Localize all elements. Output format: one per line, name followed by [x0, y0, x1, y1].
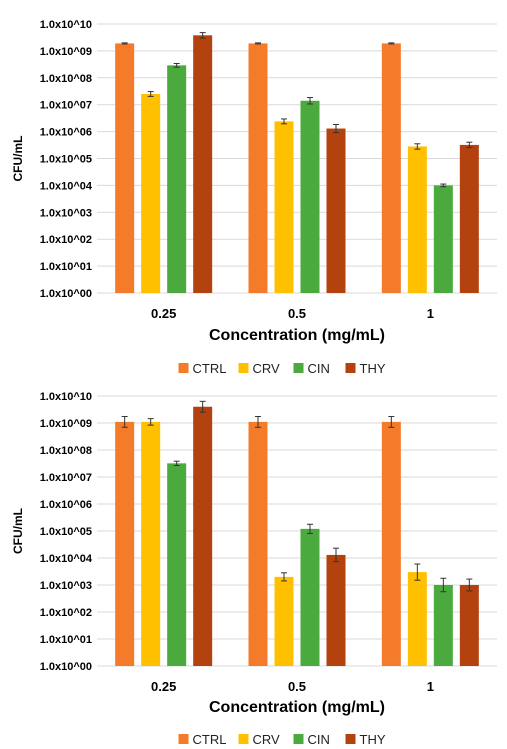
y-tick-label: 1.0x10^08: [40, 73, 92, 85]
legend-swatch-cin: [293, 363, 304, 373]
bar-ctrl-0.25: [115, 43, 135, 294]
bar-crv-0.5: [274, 576, 294, 666]
legend-label-ctrl: CTRL: [193, 361, 227, 376]
bar-crv-0.5: [274, 121, 294, 293]
y-tick-label: 1.0x10^06: [40, 127, 92, 139]
bar-cin-1: [433, 185, 453, 293]
x-category-label: 1: [427, 679, 434, 694]
bar-ctrl-0.5: [248, 421, 268, 666]
bar-crv-1: [407, 146, 427, 293]
legend-swatch-cin: [293, 734, 304, 744]
x-category-label: 0.5: [288, 306, 306, 321]
y-axis-title: CFU/mL: [11, 508, 25, 554]
y-tick-label: 1.0x10^02: [40, 234, 92, 246]
bar-cin-0.5: [300, 528, 320, 666]
y-tick-label: 1.0x10^05: [40, 526, 92, 538]
x-category-label: 1: [427, 306, 434, 321]
legend-swatch-ctrl: [178, 363, 189, 373]
y-tick-label: 1.0x10^10: [40, 19, 92, 31]
y-tick-label: 1.0x10^10: [40, 391, 92, 403]
bar-thy-0.5: [326, 554, 346, 666]
y-tick-label: 1.0x10^04: [40, 180, 93, 192]
bar-thy-1: [459, 585, 479, 666]
bar-thy-0.25: [193, 406, 213, 666]
legend-swatch-thy: [345, 734, 356, 744]
legend-swatch-thy: [345, 363, 356, 373]
y-tick-label: 1.0x10^09: [40, 46, 92, 58]
legend-label-crv: CRV: [253, 361, 281, 376]
bar-thy-0.25: [193, 35, 213, 293]
legend-swatch-crv: [238, 734, 249, 744]
bar-cin-1: [433, 585, 453, 666]
y-tick-label: 1.0x10^06: [40, 499, 92, 511]
legend-swatch-crv: [238, 363, 249, 373]
legend-label-crv: CRV: [253, 732, 281, 747]
legend-label-thy: THY: [360, 732, 386, 747]
bar-cin-0.25: [167, 463, 187, 666]
x-category-label: 0.25: [151, 306, 176, 321]
y-tick-label: 1.0x10^00: [40, 288, 92, 300]
bar-ctrl-0.25: [115, 421, 135, 666]
chart-2: 1.0x10^00 1.0x10^01 1.0x10^02 1.0x10^03 1.0x…: [11, 391, 497, 747]
bar-crv-1: [407, 572, 427, 666]
y-tick-label: 1.0x10^05: [40, 154, 92, 166]
y-tick-label: 1.0x10^04: [40, 553, 93, 565]
bar-crv-0.25: [141, 93, 161, 293]
bar-ctrl-1: [381, 421, 401, 666]
bar-cin-0.5: [300, 100, 320, 293]
x-category-label: 0.25: [151, 679, 176, 694]
y-tick-label: 1.0x10^07: [40, 472, 92, 484]
y-tick-label: 1.0x10^07: [40, 100, 92, 112]
legend-label-cin: CIN: [308, 732, 330, 747]
y-tick-label: 1.0x10^03: [40, 207, 92, 219]
x-category-label: 0.5: [288, 679, 306, 694]
legend-label-cin: CIN: [308, 361, 330, 376]
y-tick-label: 1.0x10^02: [40, 607, 92, 619]
y-tick-label: 1.0x10^00: [40, 661, 92, 673]
y-tick-label: 1.0x10^01: [40, 261, 92, 273]
bar-ctrl-0.5: [248, 43, 268, 294]
legend: CTRL CRV CIN THY: [178, 732, 386, 747]
bar-thy-0.5: [326, 128, 346, 293]
x-axis-title: Concentration (mg/mL): [209, 327, 385, 344]
y-tick-label: 1.0x10^09: [40, 418, 92, 430]
bar-crv-0.25: [141, 421, 161, 666]
legend: CTRL CRV CIN THY: [178, 361, 386, 376]
y-tick-label: 1.0x10^08: [40, 445, 92, 457]
x-axis-title: Concentration (mg/mL): [209, 699, 385, 716]
bar-thy-1: [459, 144, 479, 293]
y-tick-label: 1.0x10^01: [40, 634, 92, 646]
legend-label-thy: THY: [360, 361, 386, 376]
bar-ctrl-1: [381, 43, 401, 294]
chart-1: 1.0x10^00 1.0x10^01 1.0x10^02 1.0x10^03 1.0x…: [11, 19, 497, 376]
bar-cin-0.25: [167, 65, 187, 293]
y-axis-title: CFU/mL: [11, 136, 25, 182]
legend-swatch-ctrl: [178, 734, 189, 744]
y-tick-label: 1.0x10^03: [40, 580, 92, 592]
legend-label-ctrl: CTRL: [193, 732, 227, 747]
